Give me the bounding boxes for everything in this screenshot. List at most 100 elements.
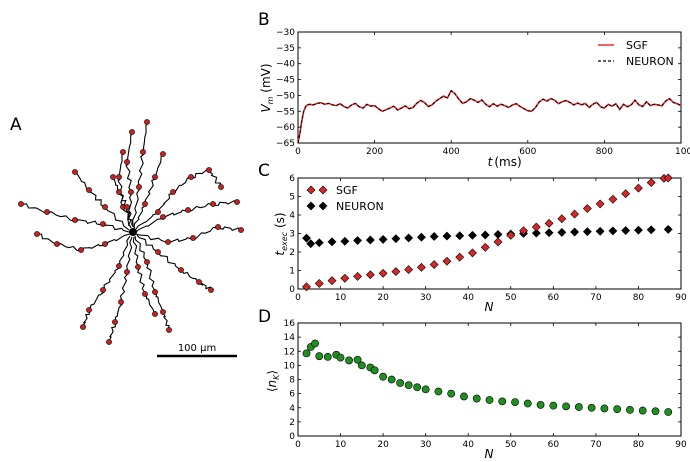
y-tick-label: −60: [276, 123, 295, 133]
compartment-marker: [152, 311, 158, 317]
data-point: [664, 408, 673, 416]
x-tick-label: 40: [462, 440, 474, 450]
axes-frame: [297, 31, 682, 144]
x-tick-label: 20: [377, 293, 389, 303]
compartment-marker: [18, 201, 24, 207]
x-tick-label: 20: [377, 440, 389, 450]
x-tick-label: 60: [548, 440, 560, 450]
data-point: [574, 403, 583, 411]
panel-label-d: D: [258, 307, 271, 327]
compartment-marker: [152, 289, 158, 295]
y-tick-label: 4: [289, 211, 295, 221]
x-tick-label: 60: [548, 293, 560, 303]
data-point: [311, 339, 319, 348]
compartment-marker: [234, 199, 240, 205]
data-point: [413, 383, 422, 392]
x-tick-label: 600: [519, 147, 536, 157]
compartment-marker: [160, 214, 166, 220]
compartment-marker: [215, 224, 221, 230]
data-point-neuron: [378, 234, 388, 244]
compartment-marker: [54, 241, 60, 247]
data-point-sgf: [646, 178, 656, 188]
y-tick-label: 0: [289, 432, 295, 442]
data-point-neuron: [557, 227, 567, 237]
soma: [129, 228, 137, 236]
compartment-marker: [238, 227, 244, 233]
data-point-sgf: [391, 267, 401, 277]
data-point: [434, 387, 443, 396]
dendrite-branch: [132, 123, 148, 228]
compartment-marker: [124, 159, 130, 165]
y-tick-label: −30: [276, 28, 295, 38]
y-tick-label: 1: [289, 267, 295, 277]
dendrite-branch: [135, 226, 241, 244]
y-tick-label: −45: [276, 76, 295, 86]
y-axis-label: ⟨nK⟩: [265, 370, 281, 392]
compartment-marker: [100, 287, 106, 293]
x-tick-label: 30: [420, 440, 432, 450]
compartment-marker: [44, 209, 50, 215]
data-point: [587, 403, 596, 412]
x-tick-label: 50: [505, 293, 517, 303]
panel-label-c: C: [258, 161, 270, 181]
x-tick-label: 30: [420, 293, 432, 303]
data-point-sgf: [353, 271, 363, 281]
dendrite-branch: [135, 168, 222, 230]
data-point-sgf: [442, 256, 452, 266]
x-axis-label: N: [485, 447, 494, 461]
dendrite-branch: [81, 235, 131, 328]
panel-label-a: A: [10, 115, 22, 135]
compartment-marker: [102, 241, 108, 247]
x-axis-label-base: t: [488, 155, 494, 169]
y-tick-label: −55: [276, 107, 295, 117]
data-point-neuron: [365, 235, 375, 245]
compartment-marker: [102, 204, 108, 210]
chart-membrane-voltage: 0 200 400 600 800 1000 −30 −35 −40 −45 −50 −55 −60 −6…: [259, 28, 690, 169]
data-point: [613, 405, 622, 414]
legend-marker-sgf-1: [306, 185, 316, 195]
data-point: [379, 372, 388, 381]
compartment-marker: [206, 167, 212, 173]
y-tick-label: 5: [289, 193, 295, 203]
x-tick-label: 1000: [675, 147, 690, 157]
data-point-sgf: [634, 183, 643, 193]
y-tick-label: 0: [289, 285, 295, 295]
compartment-marker: [210, 201, 216, 207]
data-point-sgf: [557, 214, 567, 224]
data-point-sgf: [493, 237, 503, 247]
x-tick-label: 90: [675, 440, 687, 450]
x-tick-label: 800: [596, 147, 613, 157]
data-point-sgf: [621, 189, 631, 199]
compartment-marker: [118, 299, 124, 305]
data-point-neuron: [340, 236, 350, 246]
data-point-neuron: [582, 227, 592, 237]
compartment-marker: [142, 291, 148, 297]
compartment-marker: [190, 235, 196, 241]
data-point-sgf: [544, 218, 554, 228]
data-point: [498, 397, 507, 406]
legend-marker-neuron-1: [306, 201, 316, 211]
y-tick-label: 3: [289, 230, 295, 240]
y-tick-label: 12: [284, 347, 295, 357]
compartment-marker: [155, 209, 161, 215]
scale-bar-label: 100 μm: [178, 343, 216, 354]
data-point-sgf: [404, 265, 414, 274]
series-line-neuron: [297, 89, 682, 144]
compartment-marker: [160, 151, 166, 157]
y-tick-label: 6: [289, 174, 295, 184]
y-axis-label: Vm (mV): [259, 63, 275, 112]
legend-label-sgf: SGF: [626, 39, 648, 52]
data-point-sgf: [302, 282, 311, 292]
x-tick-label: 90: [675, 293, 687, 303]
data-point-neuron: [455, 231, 465, 241]
x-tick-label: 400: [443, 147, 460, 157]
y-tick-label: 10: [284, 361, 296, 371]
x-tick-label: 0: [295, 293, 301, 303]
compartment-marker: [100, 221, 106, 227]
dendrite-branch: [112, 177, 132, 229]
data-point-sgf: [570, 209, 580, 219]
compartment-marker: [196, 279, 202, 285]
compartment-marker: [160, 309, 166, 315]
x-tick-label: 0: [295, 440, 301, 450]
x-axis-label-unit: (ms): [494, 155, 521, 169]
